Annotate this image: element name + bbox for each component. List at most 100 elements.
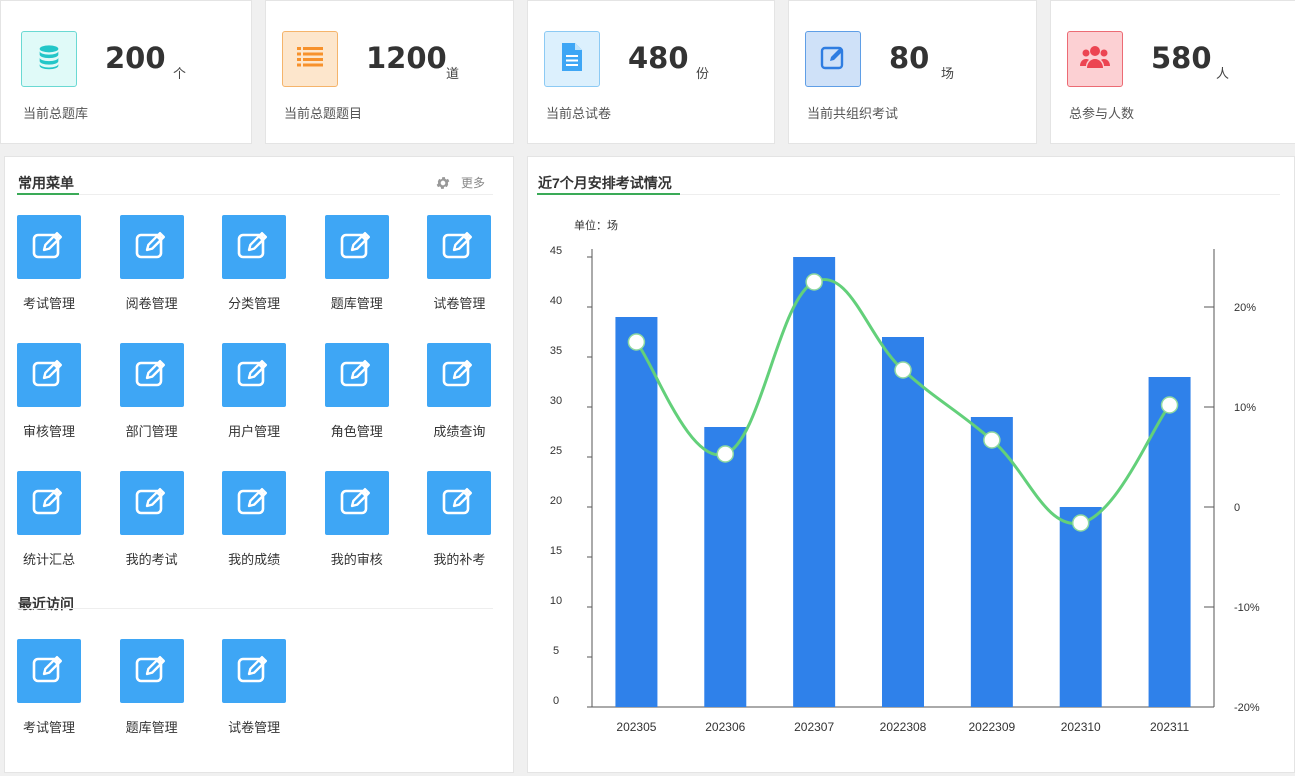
right-tick-label: -20%: [1234, 702, 1260, 714]
menu-tile[interactable]: [17, 639, 81, 703]
edit-icon: [819, 43, 847, 76]
edit-square-icon: [339, 230, 375, 265]
menu-tile[interactable]: [222, 471, 287, 535]
stat-card: 80 场 当前共组织考试: [788, 0, 1037, 144]
menu-tile[interactable]: [324, 471, 389, 535]
chart-title: 近7个月安排考试情况: [538, 175, 672, 191]
menu-item[interactable]: 用户管理: [209, 343, 299, 440]
menu-label: 部门管理: [125, 424, 178, 439]
menu-item[interactable]: 审核管理: [4, 343, 94, 440]
menu-tile[interactable]: [17, 215, 81, 279]
x-tick-label: 2022309: [968, 720, 1015, 734]
edit-square-icon: [236, 654, 272, 689]
menu-item[interactable]: 我的审核: [312, 471, 402, 568]
recent-title-divider: [17, 608, 493, 609]
bar: [615, 317, 658, 707]
x-tick-label: 202305: [616, 720, 656, 734]
menu-tile[interactable]: [17, 343, 81, 407]
menu-item[interactable]: 题库管理: [312, 215, 402, 312]
menu-tile[interactable]: [222, 343, 287, 407]
menu-item[interactable]: 试卷管理: [414, 215, 504, 312]
gear-icon: [436, 176, 450, 189]
x-tick-label: 202307: [794, 720, 834, 734]
right-tick-label: -10%: [1234, 602, 1260, 614]
line-point: [1160, 396, 1179, 414]
menu-tile[interactable]: [222, 639, 287, 703]
menu-tile[interactable]: [119, 639, 184, 703]
bar: [704, 427, 747, 707]
menu-label: 统计汇总: [22, 552, 75, 567]
menu-label: 题库管理: [330, 296, 383, 311]
menu-item[interactable]: 分类管理: [209, 215, 299, 312]
left-tick-label: 0: [553, 695, 559, 707]
stat-icon-box: [282, 31, 338, 87]
bar: [882, 337, 924, 707]
edit-square-icon: [134, 654, 170, 689]
menu-tile[interactable]: [427, 471, 492, 535]
stat-label: 当前总题库: [23, 106, 89, 121]
left-tick-label: 45: [550, 245, 562, 257]
menu-item[interactable]: 考试管理: [4, 639, 94, 736]
more-link[interactable]: 更多: [435, 174, 485, 191]
edit-square-icon: [236, 358, 272, 393]
edit-square-icon: [31, 358, 67, 393]
chart-unit-label: 单位：场: [574, 220, 618, 232]
stat-label: 总参与人数: [1069, 106, 1135, 121]
stat-label: 当前总题题目: [284, 106, 363, 121]
menu-item[interactable]: 阅卷管理: [107, 215, 197, 312]
stat-icon-box: [805, 31, 861, 87]
menu-tile[interactable]: [119, 343, 184, 407]
edit-square-icon: [31, 486, 67, 521]
menu-item[interactable]: 考试管理: [4, 215, 94, 312]
menu-item[interactable]: 我的考试: [107, 471, 197, 568]
left-tick-label: 20: [550, 495, 562, 507]
right-tick-label: 20%: [1234, 302, 1256, 314]
line-point: [627, 333, 646, 351]
stat-unit: 个: [173, 66, 187, 81]
users-icon: [1080, 44, 1110, 75]
menu-tile[interactable]: [119, 471, 184, 535]
menu-item[interactable]: 我的成绩: [209, 471, 299, 568]
menu-title-underline: [17, 193, 79, 195]
menu-panel: 常用菜单 更多 考试管理 阅卷管理 分类管理 题库管理: [4, 156, 514, 773]
menu-item[interactable]: 部门管理: [107, 343, 197, 440]
menu-label: 题库管理: [125, 720, 178, 735]
stat-card: 480 份 当前总试卷: [527, 0, 775, 144]
menu-item[interactable]: 我的补考: [414, 471, 504, 568]
stat-unit: 人: [1216, 66, 1230, 81]
menu-item[interactable]: 试卷管理: [209, 639, 299, 736]
menu-item[interactable]: 统计汇总: [4, 471, 94, 568]
edit-square-icon: [441, 230, 477, 265]
stat-card: 200 个 当前总题库: [0, 0, 252, 144]
line-point: [716, 445, 735, 463]
menu-tile[interactable]: [427, 343, 492, 407]
edit-square-icon: [134, 486, 170, 521]
left-tick-label: 15: [550, 545, 562, 557]
menu-label: 考试管理: [22, 296, 75, 311]
menu-tile[interactable]: [427, 215, 492, 279]
menu-label: 我的考试: [125, 552, 178, 567]
menu-item[interactable]: 题库管理: [107, 639, 197, 736]
edit-square-icon: [236, 486, 272, 521]
menu-label: 用户管理: [228, 424, 281, 439]
menu-item[interactable]: 角色管理: [312, 343, 402, 440]
menu-item[interactable]: 成绩查询: [414, 343, 504, 440]
line-point: [983, 431, 1001, 449]
x-tick-label: 202311: [1150, 720, 1189, 734]
x-tick-label: 202310: [1061, 720, 1101, 734]
menu-tile[interactable]: [324, 215, 389, 279]
menu-tile[interactable]: [222, 215, 287, 279]
menu-tile[interactable]: [324, 343, 389, 407]
stat-label: 当前总试卷: [546, 106, 612, 121]
menu-label: 考试管理: [22, 720, 75, 735]
menu-tile[interactable]: [17, 471, 81, 535]
menu-tile[interactable]: [119, 215, 184, 279]
database-icon: [35, 43, 63, 76]
list-icon: [296, 45, 324, 74]
right-tick-label: 0: [1234, 502, 1240, 514]
stat-card: 580 人 总参与人数: [1050, 0, 1295, 144]
right-tick-label: 10%: [1234, 402, 1256, 414]
stat-icon-box: [1067, 31, 1123, 87]
left-tick-label: 25: [550, 445, 562, 457]
left-tick-label: 40: [550, 295, 562, 307]
